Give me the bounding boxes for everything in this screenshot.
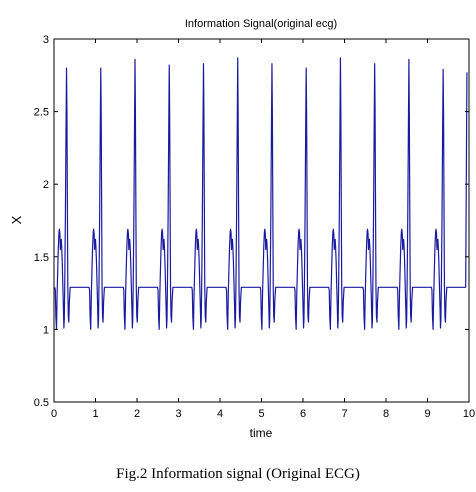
plot-area: [54, 39, 469, 402]
y-tick-label: 1: [43, 324, 49, 336]
x-tick-label: 3: [175, 408, 181, 420]
ecg-series-line: [54, 57, 468, 330]
x-tick-label: 9: [424, 408, 430, 420]
x-tick-label: 6: [300, 408, 306, 420]
chart-title: Information Signal(original ecg): [185, 18, 337, 30]
x-tick-label: 2: [134, 408, 140, 420]
x-tick-label: 4: [217, 408, 223, 420]
x-tick-label: 10: [463, 408, 475, 420]
x-tick-label: 8: [383, 408, 389, 420]
x-tick-label: 1: [92, 408, 98, 420]
y-tick-label: 1.5: [34, 252, 49, 264]
ecg-signal: [54, 57, 468, 330]
y-tick-label: 2: [43, 179, 49, 191]
y-tick-label: 3: [43, 34, 49, 46]
x-axis-label: time: [250, 426, 273, 440]
y-axis-label: X: [9, 215, 24, 224]
x-tick-label: 5: [258, 408, 264, 420]
y-tick-label: 2.5: [34, 107, 49, 119]
x-tick-label: 0: [51, 408, 57, 420]
x-axis: 0 1 2 3 4 5 6 7 8 9 10: [51, 39, 475, 420]
y-tick-label: 0.5: [34, 397, 49, 409]
figure-caption: Fig.2 Information signal (Original ECG): [116, 466, 360, 482]
x-tick-label: 7: [341, 408, 347, 420]
y-axis: 0.5 1 1.5 2 2.5 3: [34, 34, 469, 409]
